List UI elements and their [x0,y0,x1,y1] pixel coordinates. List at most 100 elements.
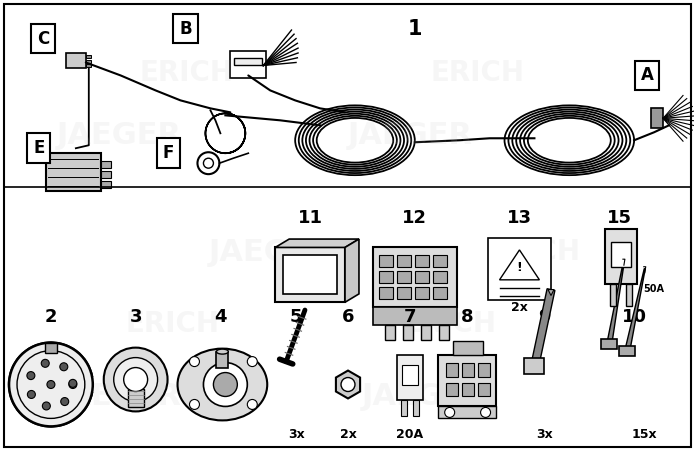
Text: 3x: 3x [536,428,553,441]
Bar [488,238,551,300]
Polygon shape [500,250,539,280]
Bar [379,271,393,283]
Text: ERICH: ERICH [431,59,525,87]
Text: ERICH: ERICH [140,59,234,87]
Text: 1: 1 [407,18,422,39]
Bar [385,325,395,340]
Circle shape [247,357,257,367]
Bar [85,60,91,63]
Bar [401,400,407,416]
Bar [477,382,489,396]
Bar [601,339,617,349]
Bar [605,229,637,284]
Text: 13: 13 [507,209,532,227]
Text: 10: 10 [621,308,646,326]
Ellipse shape [216,349,229,354]
Circle shape [124,368,147,391]
Text: A: A [641,66,653,84]
Bar [101,171,111,178]
Bar [128,390,144,407]
Bar [413,400,419,416]
Polygon shape [625,269,645,352]
Circle shape [204,158,213,168]
Bar [45,343,57,353]
Bar [477,363,489,377]
Bar [283,255,337,295]
Text: 5: 5 [290,308,302,326]
Bar [397,255,411,267]
Bar [379,287,393,299]
Circle shape [247,400,257,410]
Text: 2x: 2x [340,428,357,441]
Text: 11: 11 [297,209,322,227]
Circle shape [480,407,491,418]
Circle shape [190,357,199,367]
Circle shape [204,363,247,406]
Circle shape [27,391,35,398]
Bar [402,364,418,385]
Bar [415,255,429,267]
Text: E: E [33,139,44,157]
Bar [101,181,111,188]
Text: JAEGER: JAEGER [56,121,181,150]
Bar [626,284,632,306]
Bar [445,363,458,377]
Text: 7: 7 [404,308,416,326]
Polygon shape [345,239,359,302]
Bar [66,52,85,69]
Polygon shape [336,371,360,399]
Bar [397,354,423,400]
Bar [438,406,496,419]
Text: 15: 15 [607,209,632,227]
Text: ERICH: ERICH [403,310,497,338]
Text: B: B [179,19,192,37]
Bar [433,271,447,283]
Text: F: F [163,144,174,162]
Circle shape [47,381,55,388]
Bar [619,345,635,355]
Circle shape [42,402,50,410]
Bar [230,51,266,78]
Text: 50A: 50A [643,284,664,294]
Text: 2x: 2x [511,301,528,314]
Circle shape [114,358,158,401]
Bar [438,354,496,406]
Bar [610,284,616,306]
Text: JAEGER: JAEGER [56,382,181,411]
Bar [46,153,101,191]
Text: 4: 4 [214,308,227,326]
Bar [439,325,449,340]
Text: ERICH: ERICH [486,239,580,267]
Bar [415,287,429,299]
Bar [461,363,473,377]
Text: 15x: 15x [631,428,657,441]
Text: 6: 6 [342,308,354,326]
Bar [445,382,458,396]
Bar [452,341,482,354]
Polygon shape [548,290,554,295]
Circle shape [60,363,68,371]
Circle shape [104,348,167,411]
Bar [379,255,393,267]
Circle shape [197,152,220,174]
Circle shape [60,398,69,405]
Bar [275,248,345,302]
Bar [397,287,411,299]
Text: 8: 8 [461,308,474,326]
Ellipse shape [177,349,268,420]
Text: 3x: 3x [288,428,304,441]
Circle shape [41,359,49,367]
Circle shape [341,377,355,391]
Bar [85,64,91,68]
Polygon shape [607,261,624,345]
Bar [397,271,411,283]
Bar [611,242,631,267]
Bar [85,55,91,58]
Bar [651,108,663,128]
Text: 3: 3 [129,308,142,326]
Text: 12: 12 [402,209,427,227]
Text: JAEGER: JAEGER [209,238,334,267]
Bar [216,352,229,368]
Text: 2: 2 [44,308,57,326]
Circle shape [69,379,77,387]
